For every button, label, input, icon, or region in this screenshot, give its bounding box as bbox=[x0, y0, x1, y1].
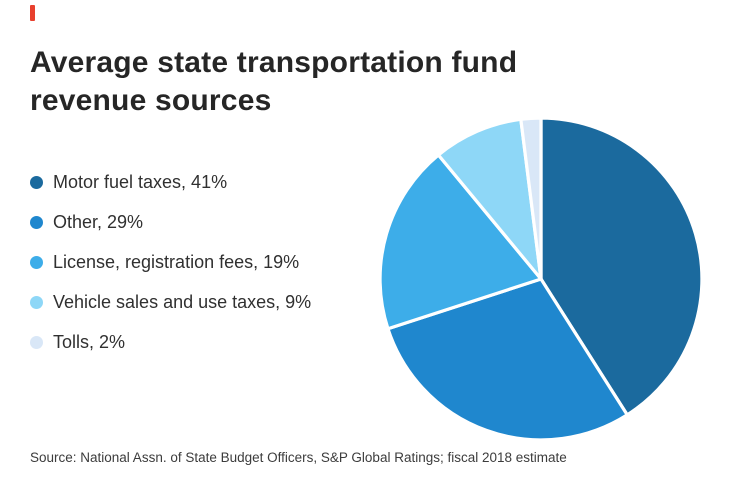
legend-label: Motor fuel taxes, 41% bbox=[53, 171, 228, 192]
brand-accent-mark bbox=[30, 5, 35, 21]
source-citation: Source: National Assn. of State Budget O… bbox=[30, 450, 567, 465]
legend-item: Vehicle sales and use taxes, 9% bbox=[30, 292, 370, 312]
legend-dot bbox=[30, 255, 43, 269]
legend-label: Other, 29% bbox=[53, 211, 144, 232]
pie-slice bbox=[519, 116, 543, 281]
legend-dot bbox=[30, 295, 43, 309]
legend-label: License, registration fees, 19% bbox=[53, 251, 300, 272]
legend-label: Vehicle sales and use taxes, 9% bbox=[53, 291, 312, 312]
legend-item: Motor fuel taxes, 41% bbox=[30, 172, 370, 192]
pie-chart-svg bbox=[378, 116, 704, 442]
pie-slice bbox=[436, 117, 543, 281]
legend-dot bbox=[30, 215, 43, 229]
legend-dot bbox=[30, 175, 43, 189]
legend-label: Tolls, 2% bbox=[53, 331, 126, 352]
pie-slice bbox=[378, 153, 543, 331]
legend: Motor fuel taxes, 41% Other, 29% License… bbox=[30, 172, 370, 372]
pie-chart bbox=[372, 110, 710, 448]
legend-item: License, registration fees, 19% bbox=[30, 252, 370, 272]
legend-item: Tolls, 2% bbox=[30, 332, 370, 352]
chart-title: Average state transportation fund revenu… bbox=[30, 46, 518, 118]
pie-slice bbox=[386, 277, 629, 442]
legend-item: Other, 29% bbox=[30, 212, 370, 232]
legend-dot bbox=[30, 335, 43, 349]
